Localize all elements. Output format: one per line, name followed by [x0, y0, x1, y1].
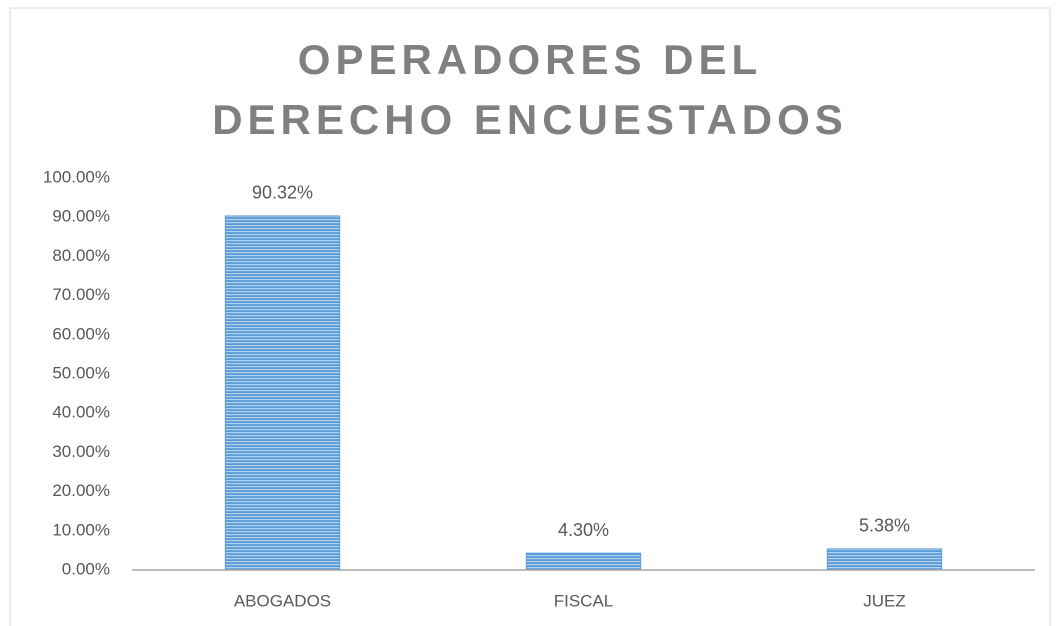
x-tick-label: FISCAL — [554, 591, 614, 610]
y-tick-label: 100.00% — [43, 167, 110, 186]
y-tick-label: 90.00% — [52, 207, 110, 226]
bar — [525, 552, 642, 571]
y-tick-label: 60.00% — [52, 324, 110, 343]
chart-title: OPERADORES DEL DERECHO ENCUESTADOS — [212, 36, 848, 143]
bar — [224, 215, 341, 571]
chart-border — [9, 7, 1051, 626]
x-tick-label: JUEZ — [863, 591, 906, 610]
data-label: 90.32% — [252, 183, 313, 203]
data-label: 4.30% — [558, 520, 609, 540]
x-tick-label: ABOGADOS — [234, 591, 331, 610]
y-tick-label: 0.00% — [62, 559, 110, 578]
y-tick-label: 40.00% — [52, 403, 110, 422]
data-label: 5.38% — [859, 516, 910, 536]
y-tick-label: 10.00% — [52, 520, 110, 539]
y-tick-label: 30.00% — [52, 442, 110, 461]
y-tick-label: 20.00% — [52, 481, 110, 500]
y-tick-label: 70.00% — [52, 285, 110, 304]
y-tick-label: 50.00% — [52, 363, 110, 382]
bar — [826, 548, 943, 571]
y-tick-label: 80.00% — [52, 246, 110, 265]
